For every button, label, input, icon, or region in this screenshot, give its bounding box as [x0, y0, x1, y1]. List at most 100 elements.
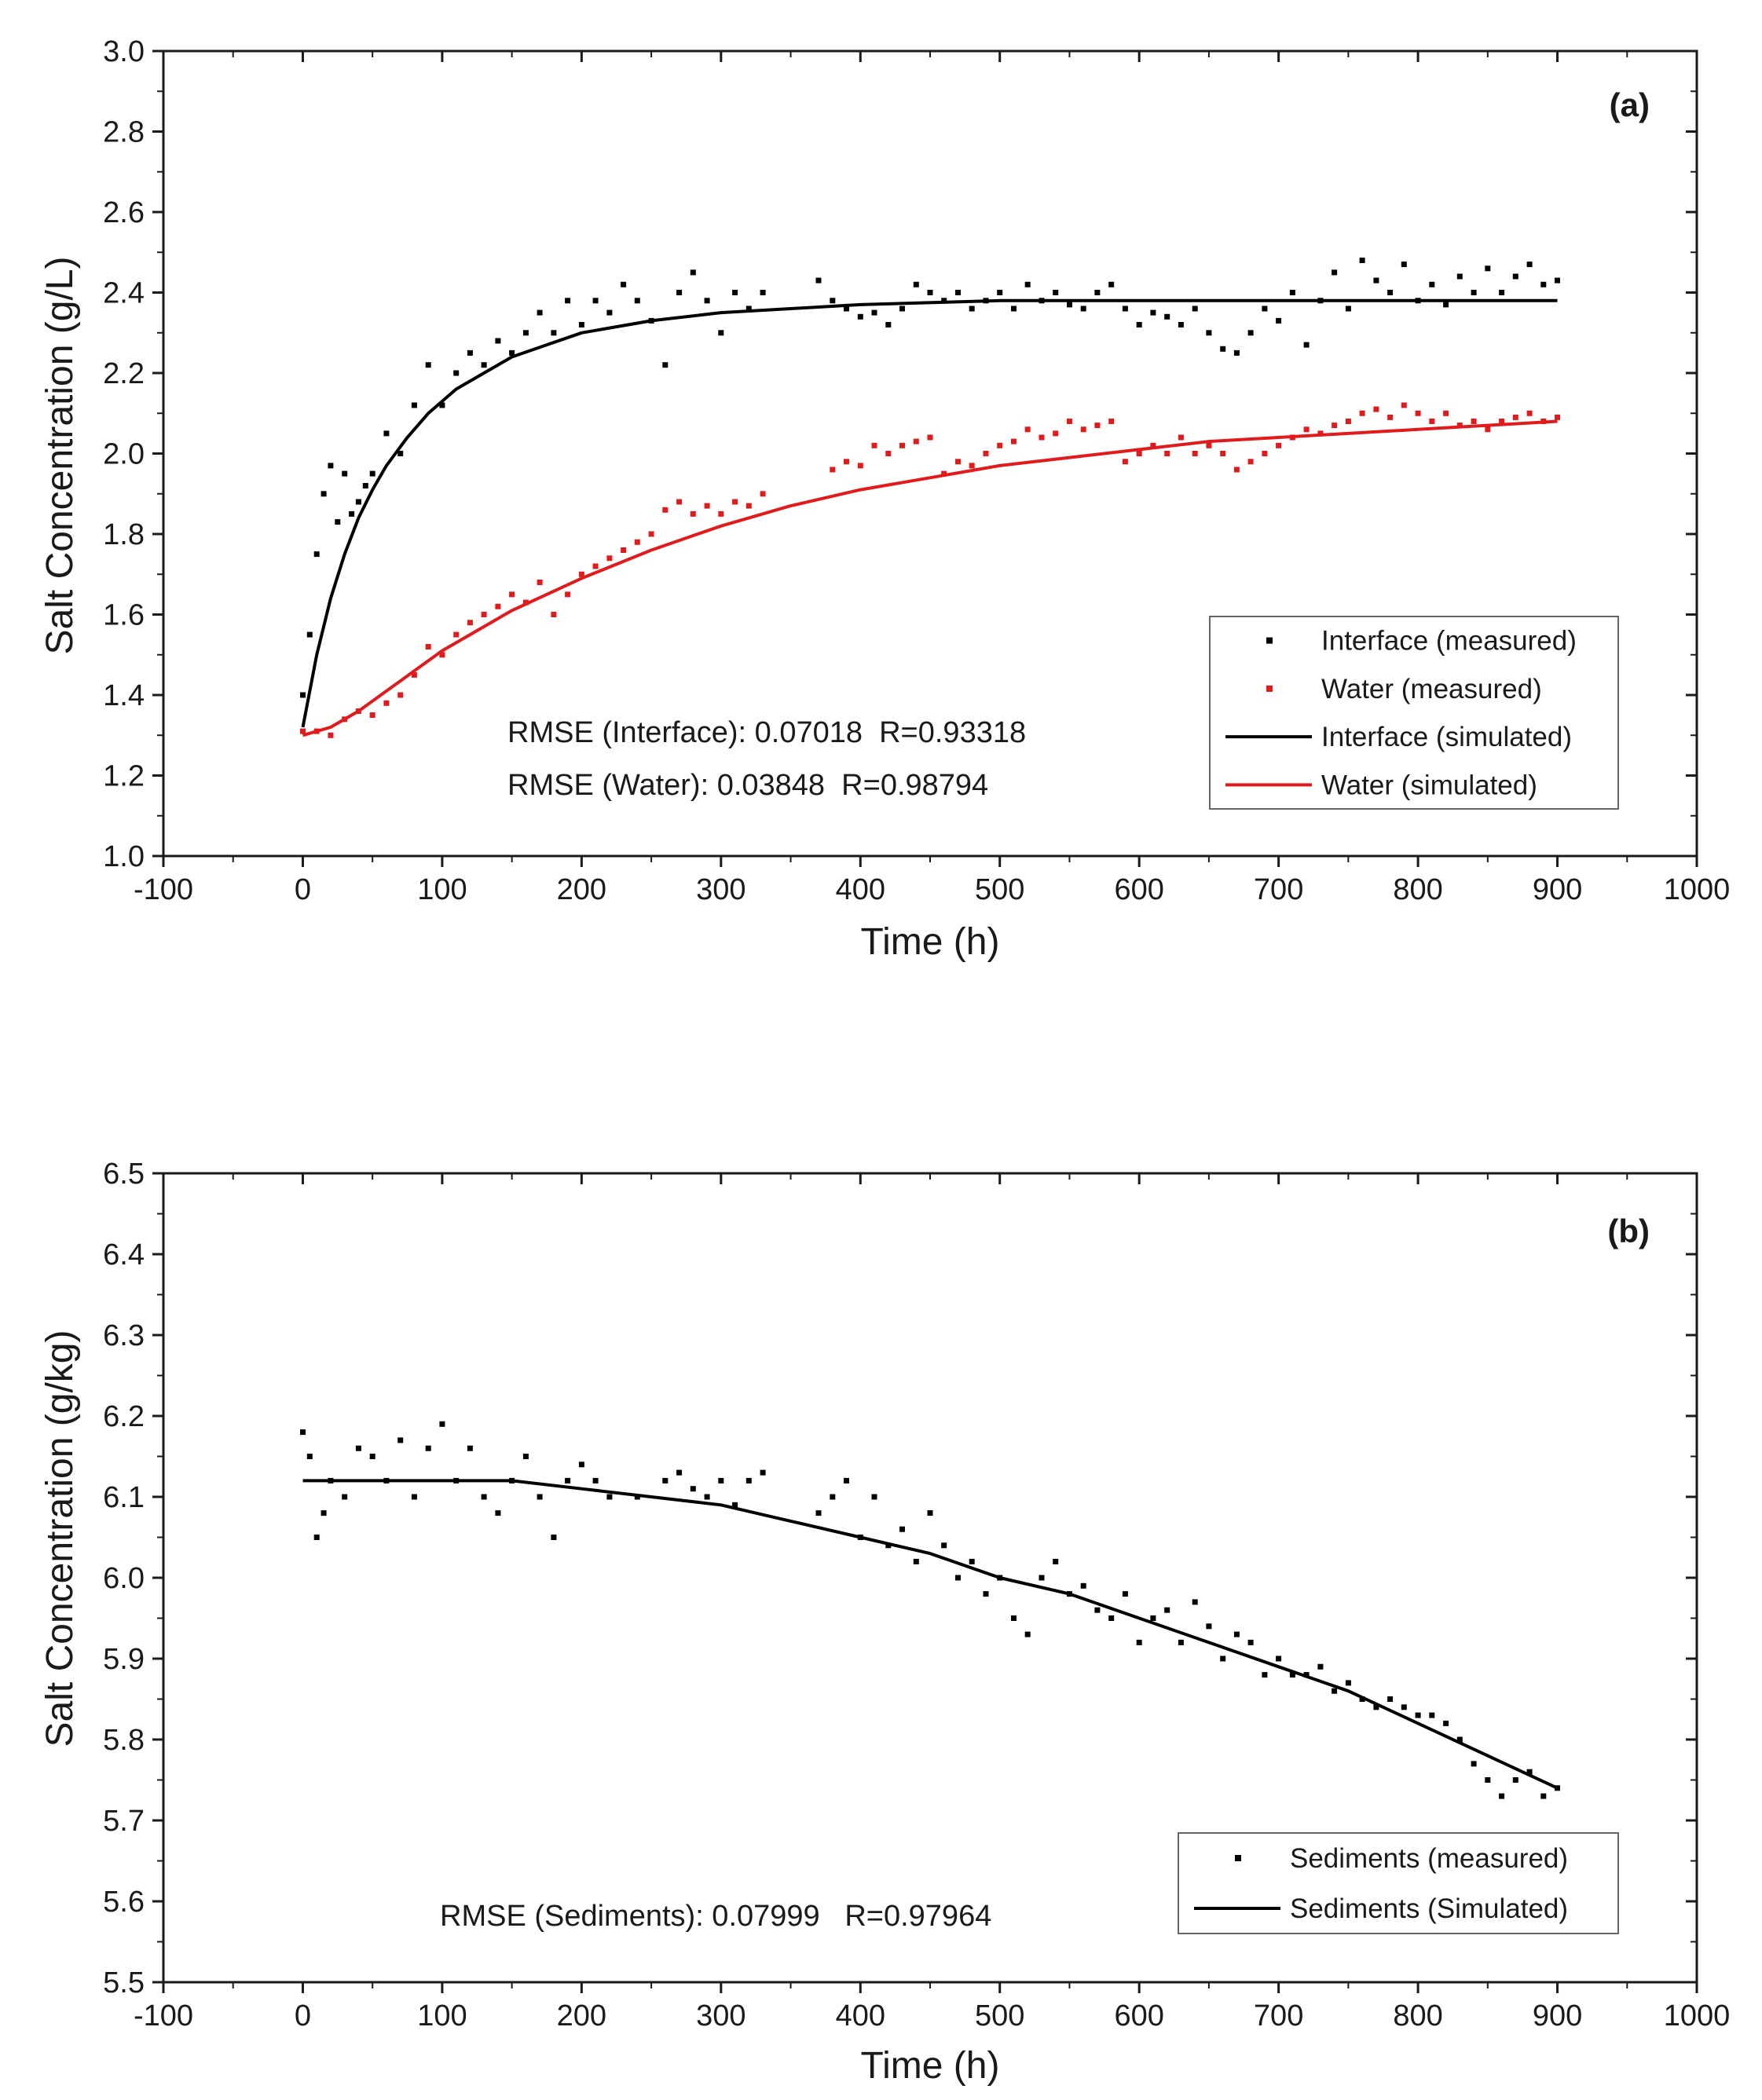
data-point: [857, 1535, 863, 1540]
data-point: [1053, 430, 1059, 437]
data-point: [718, 510, 724, 517]
y-tick-label: 5.7: [103, 1805, 145, 1838]
y-tick-label: 5.5: [103, 1966, 145, 1999]
y-tick-label: 5.8: [103, 1724, 145, 1757]
data-point: [1373, 277, 1379, 284]
data-point: [1443, 302, 1449, 308]
legend: Interface (measured) Water (measured) Inte…: [1209, 616, 1619, 810]
data-point: [592, 563, 599, 569]
data-point: [621, 281, 627, 287]
data-point: [1401, 1704, 1407, 1710]
data-point: [1359, 410, 1365, 416]
data-point: [871, 442, 877, 448]
data-point: [1094, 1607, 1101, 1613]
data-point: [411, 1494, 417, 1500]
data-point: [1053, 1558, 1059, 1564]
data-point: [1289, 1672, 1295, 1678]
data-point: [606, 555, 613, 562]
data-point: [1262, 1672, 1268, 1678]
data-point: [955, 459, 961, 465]
data-point: [306, 631, 313, 638]
data-point: [1415, 298, 1421, 304]
data-point: [844, 305, 849, 312]
data-point: [1150, 442, 1156, 448]
x-axis-label: Time (h): [861, 921, 1000, 963]
data-point: [1555, 414, 1560, 420]
y-tick-label: 2.6: [103, 196, 145, 229]
data-point: [1108, 419, 1115, 424]
data-point: [425, 1445, 431, 1451]
legend-label: Water (simulated): [1321, 770, 1537, 800]
data-point: [1150, 1615, 1156, 1621]
data-point: [1456, 273, 1463, 280]
data-point: [425, 362, 431, 368]
legend: Sediments (measured) Sediments (Simulated…: [1178, 1832, 1619, 1934]
x-tick-label: 200: [557, 873, 606, 906]
data-point: [1526, 410, 1533, 416]
data-point: [1345, 1680, 1351, 1686]
data-point: [1136, 322, 1142, 327]
x-tick-label: 400: [836, 873, 885, 906]
series-line-2: [301, 298, 1558, 728]
data-point: [830, 1494, 836, 1500]
data-point: [1512, 273, 1518, 280]
data-point: [1053, 290, 1059, 295]
data-point: [1136, 451, 1142, 456]
data-point: [467, 620, 473, 626]
data-point: [1526, 262, 1533, 268]
data-point: [300, 1429, 306, 1436]
data-point: [1499, 419, 1505, 424]
data-point: [495, 338, 501, 344]
y-tick-label: 1.4: [103, 679, 145, 712]
data-point: [522, 1454, 529, 1459]
data-point: [495, 1510, 501, 1516]
data-point: [1011, 1615, 1017, 1621]
data-point: [857, 463, 863, 469]
data-point: [592, 298, 599, 304]
data-point: [1024, 426, 1031, 433]
x-tick-label: 500: [975, 873, 1024, 906]
data-point: [397, 1437, 404, 1443]
data-point: [830, 466, 836, 473]
data-point: [1262, 451, 1268, 456]
data-point: [927, 434, 933, 441]
data-point: [1164, 451, 1170, 456]
data-point: [349, 510, 355, 517]
data-point: [1178, 322, 1184, 327]
data-point: [927, 290, 933, 295]
chart-panel-b: -100 0 100 200 300 400 500 600 700 800 900 1000 5.5 5…: [39, 1158, 1730, 2087]
data-point: [1387, 1696, 1394, 1702]
data-point: [578, 571, 584, 577]
data-point: [941, 1542, 947, 1549]
data-point: [1247, 459, 1254, 465]
data-point: [537, 1494, 543, 1500]
data-point: [997, 290, 1003, 295]
x-tick-label: 100: [417, 1999, 467, 2032]
data-point: [300, 728, 306, 734]
data-point: [955, 290, 961, 295]
data-point: [355, 708, 361, 714]
data-point: [383, 1477, 390, 1484]
data-point: [676, 1469, 683, 1476]
data-point: [383, 700, 390, 706]
data-point: [718, 1477, 724, 1484]
data-point: [362, 483, 368, 488]
data-point: [941, 298, 947, 304]
x-tick-label: 200: [557, 1999, 606, 2032]
data-point: [369, 1454, 375, 1459]
data-point: [1039, 434, 1045, 441]
data-point: [509, 591, 515, 598]
data-point: [439, 1421, 445, 1427]
x-axis-label: Time (h): [861, 2045, 1000, 2087]
x-tick-label: 700: [1254, 873, 1303, 906]
data-point: [369, 712, 375, 719]
data-point: [1289, 434, 1295, 441]
data-point: [467, 349, 473, 356]
legend-marker-0: [1266, 637, 1273, 644]
y-tick-label: 3.0: [103, 35, 145, 68]
data-point: [425, 644, 431, 649]
y-tick-label: 1.2: [103, 760, 145, 793]
data-point: [983, 451, 989, 456]
data-point: [983, 298, 989, 304]
y-tick-label: 6.1: [103, 1481, 145, 1514]
